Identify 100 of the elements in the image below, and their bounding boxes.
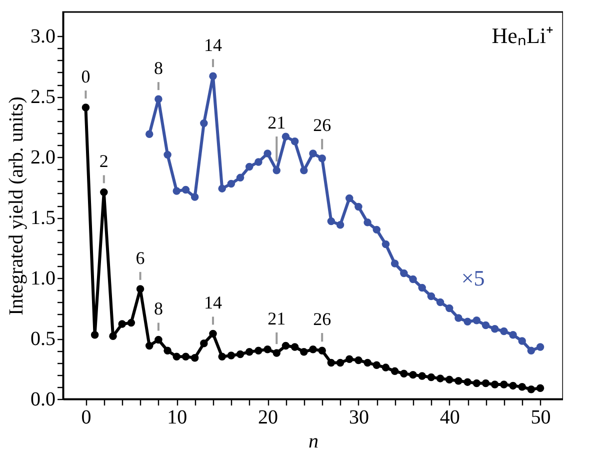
annotation: 8 bbox=[154, 298, 163, 319]
point bbox=[136, 285, 144, 293]
point bbox=[454, 314, 462, 322]
point bbox=[536, 384, 544, 392]
point bbox=[509, 382, 517, 390]
point bbox=[145, 130, 154, 138]
point bbox=[364, 218, 372, 226]
point bbox=[227, 180, 236, 188]
point bbox=[336, 358, 344, 367]
annotation: 21 bbox=[268, 112, 286, 132]
point bbox=[327, 217, 336, 226]
y-tick-label: 1.5 bbox=[30, 207, 56, 230]
point bbox=[154, 95, 162, 103]
point bbox=[236, 350, 244, 358]
point bbox=[282, 132, 290, 140]
x-tick-label: 50 bbox=[530, 406, 551, 428]
point bbox=[236, 174, 244, 182]
point bbox=[318, 154, 326, 162]
point bbox=[190, 193, 199, 201]
point bbox=[454, 376, 462, 385]
point bbox=[464, 378, 472, 386]
point bbox=[436, 374, 444, 382]
y-axis-title: Integrated yield (arb. units) bbox=[6, 96, 28, 316]
point bbox=[354, 202, 362, 211]
point bbox=[372, 361, 381, 370]
point bbox=[427, 373, 436, 382]
point bbox=[382, 240, 390, 248]
point bbox=[445, 304, 454, 312]
point bbox=[409, 370, 417, 379]
annotation: 14 bbox=[204, 292, 222, 313]
point bbox=[527, 346, 536, 354]
annotation: HeₙLi⁺ bbox=[492, 23, 553, 48]
point bbox=[272, 166, 281, 174]
annotation: 14 bbox=[204, 35, 222, 56]
point bbox=[318, 346, 326, 354]
point bbox=[264, 150, 272, 158]
y-tick-label: 2.5 bbox=[30, 86, 56, 108]
series-label: ×5 bbox=[461, 265, 485, 290]
point bbox=[100, 188, 108, 196]
annotation: 8 bbox=[154, 58, 163, 78]
annotation: 26 bbox=[313, 309, 332, 330]
point bbox=[527, 385, 536, 394]
point bbox=[109, 332, 117, 340]
point bbox=[272, 349, 281, 357]
annotation: 2 bbox=[99, 151, 108, 172]
point bbox=[490, 324, 499, 333]
point bbox=[309, 150, 317, 158]
point bbox=[345, 355, 354, 363]
point bbox=[372, 226, 381, 234]
point bbox=[518, 383, 526, 391]
point bbox=[209, 330, 217, 338]
point bbox=[264, 346, 272, 354]
x-tick-label: 40 bbox=[440, 406, 460, 428]
point bbox=[118, 320, 126, 328]
point bbox=[182, 186, 190, 194]
annotation: 0 bbox=[81, 66, 90, 87]
point bbox=[382, 364, 390, 372]
point bbox=[390, 260, 399, 268]
annotation: 21 bbox=[268, 308, 286, 328]
point bbox=[172, 352, 181, 361]
point bbox=[290, 138, 299, 146]
point bbox=[82, 104, 90, 112]
point bbox=[90, 331, 99, 339]
point bbox=[227, 352, 236, 360]
point bbox=[245, 348, 254, 356]
point bbox=[254, 346, 262, 354]
x-tick-label: 20 bbox=[258, 406, 278, 428]
point bbox=[500, 327, 508, 336]
point bbox=[364, 358, 372, 367]
point bbox=[418, 372, 426, 380]
y-tick-label: 2.0 bbox=[30, 146, 56, 169]
x-tick-label: 0 bbox=[81, 406, 92, 428]
point bbox=[300, 166, 308, 174]
point bbox=[518, 337, 526, 345]
point bbox=[390, 367, 399, 376]
point bbox=[400, 269, 408, 278]
point bbox=[418, 284, 426, 292]
point bbox=[218, 184, 226, 192]
x-tick-label: 30 bbox=[348, 406, 369, 428]
point bbox=[245, 162, 254, 171]
point bbox=[309, 346, 317, 354]
point bbox=[472, 379, 481, 388]
point bbox=[209, 72, 217, 80]
y-tick-label: 1.0 bbox=[30, 268, 56, 290]
point bbox=[436, 298, 444, 306]
point bbox=[190, 354, 199, 362]
point bbox=[200, 119, 208, 128]
x-axis-title: n bbox=[308, 430, 318, 452]
point bbox=[145, 342, 154, 350]
point bbox=[400, 370, 408, 378]
annotation: 26 bbox=[313, 114, 332, 135]
point bbox=[354, 356, 362, 364]
point bbox=[182, 352, 190, 361]
point bbox=[282, 342, 290, 350]
point bbox=[327, 358, 336, 367]
point bbox=[164, 346, 172, 354]
point bbox=[254, 158, 262, 166]
point bbox=[445, 376, 454, 384]
point bbox=[300, 348, 308, 356]
y-tick-label: 0.0 bbox=[30, 388, 56, 410]
